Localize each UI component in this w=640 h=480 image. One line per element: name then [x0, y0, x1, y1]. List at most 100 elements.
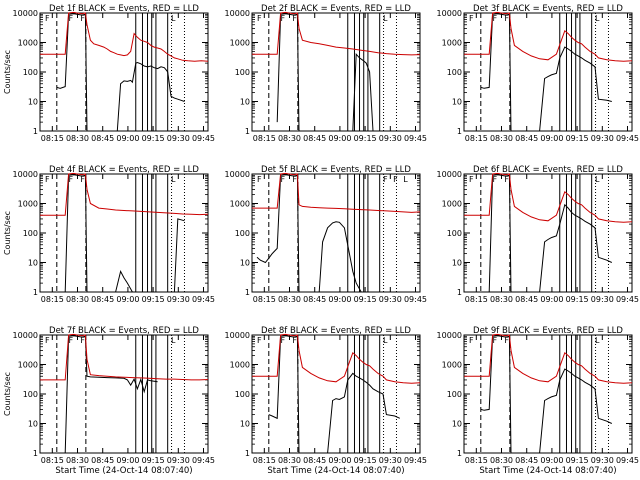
- annotation-label: L: [383, 14, 388, 23]
- x-tick-label: 09:00: [116, 295, 139, 304]
- x-tick-label: 09:15: [566, 295, 589, 304]
- panel-title: Det 3f BLACK = Events, RED = LLD: [473, 4, 623, 14]
- series-events: [64, 335, 158, 454]
- panel-title: Det 9f BLACK = Events, RED = LLD: [473, 326, 623, 336]
- x-tick-label: 09:30: [379, 456, 402, 465]
- x-tick-label: 09:30: [167, 295, 190, 304]
- annotation-label: F: [45, 14, 50, 23]
- x-axis-label: Start Time (24-Oct-14 08:07:40): [55, 466, 192, 476]
- y-tick-label: 10: [452, 420, 462, 429]
- plot-frame: [39, 334, 209, 454]
- x-tick-label: 08:15: [465, 295, 488, 304]
- annotation-label: F: [281, 336, 286, 345]
- series-events: [480, 335, 613, 454]
- series-events: [268, 335, 401, 454]
- x-tick-label: 09:30: [167, 134, 190, 143]
- annotation-label: L: [595, 175, 600, 184]
- series-events: [56, 13, 185, 132]
- y-tick-label: 1: [457, 449, 462, 458]
- panel-det-1: Det 1f BLACK = Events, RED = LLD 1 10 100 10…: [3, 4, 215, 143]
- y-tick-label: 1: [33, 288, 38, 297]
- y-tick-label: 10000: [13, 170, 38, 179]
- panel-title: Det 8f BLACK = Events, RED = LLD: [261, 326, 411, 336]
- series-lld: [40, 333, 209, 381]
- y-tick-label: 1: [245, 127, 250, 136]
- x-tick-label: 09:30: [591, 295, 614, 304]
- x-tick-label: 08:30: [278, 295, 301, 304]
- x-tick-label: 09:45: [404, 456, 427, 465]
- annotation-label: L: [595, 14, 600, 23]
- panel-title: Det 6f BLACK = Events, RED = LLD: [473, 165, 623, 175]
- y-tick-label: 1000: [442, 200, 462, 209]
- annotation-label: F: [80, 336, 85, 345]
- series-events: [256, 174, 404, 293]
- y-tick-label: 10: [452, 98, 462, 107]
- x-tick-label: 09:45: [192, 295, 215, 304]
- y-tick-label: 10: [240, 98, 250, 107]
- annotation-label: F: [292, 14, 297, 23]
- plot-frame: [39, 173, 209, 293]
- x-tick-label: 09:45: [404, 134, 427, 143]
- x-tick-label: 08:30: [490, 456, 513, 465]
- y-tick-label: 100: [235, 390, 250, 399]
- y-tick-label: 100: [447, 390, 462, 399]
- x-tick-label: 08:15: [41, 456, 64, 465]
- x-tick-label: 08:15: [41, 295, 64, 304]
- y-tick-label: 10: [28, 420, 38, 429]
- x-tick-label: 09:00: [540, 456, 563, 465]
- annotation-label: F: [493, 175, 498, 184]
- panel-det-2: Det 2f BLACK = Events, RED = LLD 1 10 100 10…: [225, 4, 427, 143]
- annotation-label: F: [257, 336, 262, 345]
- y-tick-label: 10000: [13, 331, 38, 340]
- x-tick-label: 08:45: [515, 456, 538, 465]
- x-tick-label: 08:15: [253, 456, 276, 465]
- x-tick-label: 09:15: [354, 134, 377, 143]
- annotation-label: F: [281, 175, 286, 184]
- y-tick-label: 100: [235, 68, 250, 77]
- panel-det-7: Det 7f BLACK = Events, RED = LLD 1 10 100 10…: [3, 326, 215, 476]
- annotation-label: F: [469, 336, 474, 345]
- panel-det-6: Det 6f BLACK = Events, RED = LLD 1 10 100 10…: [437, 165, 639, 304]
- x-tick-label: 09:00: [116, 134, 139, 143]
- panel-det-4: Det 4f BLACK = Events, RED = LLD 1 10 100 10…: [3, 165, 215, 304]
- x-tick-label: 09:00: [328, 295, 351, 304]
- annotation-label: F: [383, 175, 388, 184]
- x-axis-label: Start Time (24-Oct-14 08:07:40): [479, 466, 616, 476]
- y-tick-label: 10: [240, 420, 250, 429]
- y-tick-label: 10: [28, 259, 38, 268]
- y-tick-label: 1000: [442, 39, 462, 48]
- annotation-label: L: [171, 175, 176, 184]
- x-tick-label: 08:30: [66, 295, 89, 304]
- y-tick-label: 100: [447, 68, 462, 77]
- x-tick-label: 08:30: [66, 134, 89, 143]
- y-tick-label: 10: [240, 259, 250, 268]
- x-tick-label: 08:15: [253, 134, 276, 143]
- y-tick-label: 10: [452, 259, 462, 268]
- x-tick-label: 09:00: [540, 295, 563, 304]
- plot-frame: [463, 334, 633, 454]
- x-tick-label: 09:30: [379, 295, 402, 304]
- y-tick-label: 1: [245, 288, 250, 297]
- y-axis-label: Counts/sec: [3, 211, 12, 255]
- y-tick-label: 10: [28, 98, 38, 107]
- x-tick-label: 09:00: [116, 456, 139, 465]
- series-lld: [252, 172, 421, 213]
- y-tick-label: 100: [23, 68, 38, 77]
- y-tick-label: 10000: [13, 9, 38, 18]
- y-tick-label: 100: [235, 229, 250, 238]
- x-tick-label: 09:00: [328, 456, 351, 465]
- annotation-label: F: [69, 175, 74, 184]
- plot-frame: [463, 173, 633, 293]
- y-tick-label: 1000: [230, 361, 250, 370]
- series-lld: [464, 172, 633, 223]
- annotation-label: F: [69, 14, 74, 23]
- y-tick-label: 10000: [437, 331, 462, 340]
- series-events: [276, 13, 412, 132]
- x-tick-label: 08:45: [515, 295, 538, 304]
- x-tick-label: 09:30: [167, 456, 190, 465]
- x-tick-label: 09:30: [591, 456, 614, 465]
- x-tick-label: 09:45: [192, 456, 215, 465]
- y-tick-label: 1: [33, 127, 38, 136]
- annotation-label: F: [469, 14, 474, 23]
